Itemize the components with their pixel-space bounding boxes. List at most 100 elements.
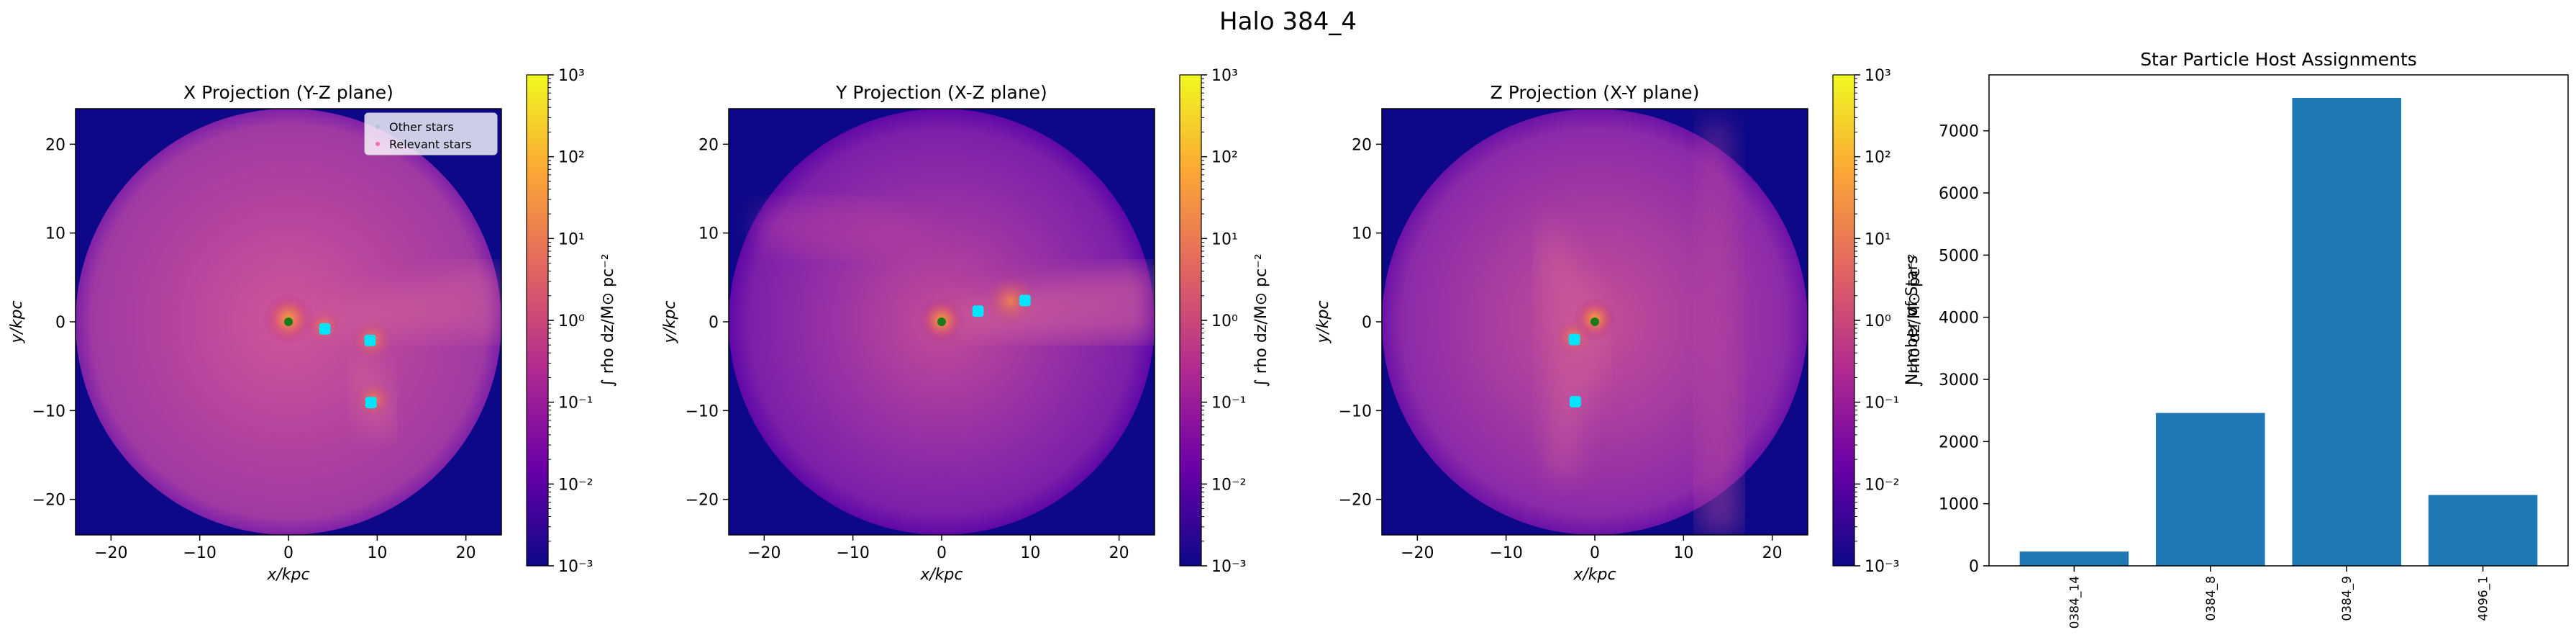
colorbar-label: ∫ rho dz/M⊙ pc⁻² bbox=[599, 253, 617, 387]
x-tick-label: 4096_1 bbox=[2477, 576, 2491, 621]
x-tick-label: 10 bbox=[367, 544, 387, 562]
y-axis-label: y/kpc bbox=[8, 300, 26, 343]
density-map bbox=[729, 109, 1155, 535]
y-tick-label: 4000 bbox=[1939, 310, 1979, 328]
star-particle bbox=[324, 328, 331, 335]
x-axis-label: x/kpc bbox=[266, 566, 309, 584]
y-tick-label: 0 bbox=[55, 314, 65, 332]
x-tick-label: 0 bbox=[937, 544, 947, 562]
y-tick-label: 1000 bbox=[1939, 496, 1979, 514]
colorbar-tick-label: 10¹ bbox=[1865, 230, 1891, 248]
legend-entry: Relevant stars bbox=[389, 138, 472, 151]
star-particle bbox=[1575, 396, 1581, 402]
halo-center-marker bbox=[937, 317, 946, 326]
colorbar-tick-label: 10³ bbox=[1211, 67, 1238, 85]
y-tick-label: 3000 bbox=[1939, 371, 1979, 389]
heatmap-axes-0: −20 −10 0 10 20 −20 −10 0 10 20 x/kpc y/kpc 10³ 10² 10… bbox=[8, 67, 617, 584]
colorbar-tick-label: 10⁰ bbox=[1865, 312, 1891, 330]
y-tick-label: 20 bbox=[45, 136, 65, 154]
x-tick-label: 0384_8 bbox=[2204, 576, 2218, 621]
bar-0384_8 bbox=[2156, 413, 2265, 566]
colorbar-tick-label: 10⁻³ bbox=[1865, 558, 1899, 576]
panel-title-host-assignments: Star Particle Host Assignments bbox=[2140, 49, 2417, 70]
y-tick-label: 10 bbox=[1352, 225, 1372, 243]
x-tick-label: −10 bbox=[836, 544, 869, 562]
legend-box bbox=[364, 112, 498, 156]
x-tick-label: 20 bbox=[456, 544, 476, 562]
y-tick-label: −20 bbox=[686, 492, 719, 510]
star-particle bbox=[1574, 339, 1580, 346]
legend: Other stars Relevant stars bbox=[364, 112, 498, 156]
y-tick-label: 20 bbox=[1352, 136, 1372, 154]
bar-0384_14 bbox=[2019, 551, 2129, 566]
star-particle bbox=[324, 323, 331, 329]
star-particle bbox=[370, 340, 376, 346]
panel-title-x-projection: X Projection (Y-Z plane) bbox=[183, 82, 393, 103]
colorbar-tick-label: 10⁻¹ bbox=[558, 395, 593, 413]
star-particle bbox=[370, 402, 377, 409]
x-tick-label: 20 bbox=[1109, 544, 1129, 562]
x-tick-label: −10 bbox=[1489, 544, 1522, 562]
y-tick-label: −10 bbox=[1339, 402, 1372, 420]
star-particle bbox=[1574, 333, 1580, 340]
y-axis-label: y/kpc bbox=[661, 300, 679, 343]
colorbar-tick-label: 10⁻² bbox=[1865, 476, 1899, 494]
x-tick-label: 0 bbox=[1590, 544, 1600, 562]
colorbar bbox=[526, 74, 549, 567]
star-particle bbox=[978, 305, 984, 312]
x-tick-label: −20 bbox=[94, 544, 127, 562]
panel-z-projection bbox=[1382, 109, 1808, 535]
colorbar-tick-label: 10³ bbox=[558, 67, 585, 85]
star-particle bbox=[1575, 402, 1581, 407]
colorbar-tick-label: 10² bbox=[1865, 149, 1891, 167]
y-tick-label: 6000 bbox=[1939, 185, 1979, 203]
figure-suptitle: Halo 384_4 bbox=[1219, 7, 1357, 36]
colorbar-tick-label: 10⁰ bbox=[558, 312, 585, 330]
y-tick-label: −20 bbox=[32, 492, 65, 510]
y-tick-label: 20 bbox=[698, 136, 719, 154]
halo-center-marker bbox=[284, 317, 293, 326]
star-particle bbox=[1024, 294, 1031, 301]
heatmap-axes-1: −20 −10 0 10 20 −20 −10 0 10 20 x/kpc y/kpc 10³ 10² 10… bbox=[661, 67, 1270, 584]
y-tick-label: 2000 bbox=[1939, 433, 1979, 451]
colorbar-tick-label: 10⁻¹ bbox=[1865, 395, 1899, 413]
x-tick-label: 0384_14 bbox=[2067, 576, 2082, 628]
x-tick-label: 0 bbox=[283, 544, 293, 562]
density-map bbox=[76, 109, 501, 535]
bar-4096_1 bbox=[2428, 495, 2538, 566]
bar-0384_9 bbox=[2292, 97, 2401, 566]
y-tick-label: −20 bbox=[1339, 492, 1372, 510]
x-tick-label: −10 bbox=[183, 544, 216, 562]
axes-frame bbox=[1988, 74, 2569, 567]
bar-chart-axes: 0384_14 0384_8 0384_9 4096_1 0 1000 2000 3000 40… bbox=[1903, 74, 2569, 628]
panel-title-z-projection: Z Projection (X-Y plane) bbox=[1490, 82, 1700, 103]
y-tick-label: 0 bbox=[1362, 314, 1372, 332]
colorbar-tick-label: 10² bbox=[1211, 149, 1238, 167]
colorbar-tick-label: 10¹ bbox=[1211, 230, 1238, 248]
colorbar bbox=[1832, 74, 1855, 567]
star-particle bbox=[1024, 300, 1031, 307]
colorbar-tick-label: 10⁻¹ bbox=[1211, 395, 1246, 413]
y-tick-label: 7000 bbox=[1939, 123, 1979, 141]
colorbar-tick-label: 10⁻³ bbox=[558, 558, 593, 576]
x-tick-label: 10 bbox=[1020, 544, 1040, 562]
x-tick-label: −20 bbox=[747, 544, 780, 562]
legend-marker bbox=[376, 125, 380, 129]
y-tick-label: 10 bbox=[45, 225, 65, 243]
x-axis-label: x/kpc bbox=[919, 566, 962, 584]
panel-y-projection bbox=[729, 109, 1155, 535]
star-particle bbox=[370, 334, 376, 341]
colorbar-label: ∫ rho dz/M⊙ pc⁻² bbox=[1252, 253, 1270, 387]
colorbar-tick-label: 10² bbox=[558, 149, 585, 167]
x-axis-label: x/kpc bbox=[1573, 566, 1616, 584]
colorbar-tick-label: 10⁰ bbox=[1211, 312, 1238, 330]
density-map bbox=[1382, 109, 1808, 535]
legend-entry: Other stars bbox=[389, 120, 454, 134]
colorbar-tick-label: 10⁻³ bbox=[1211, 558, 1246, 576]
colorbar-label: ∫ rho dz/M⊙ pc⁻² bbox=[1906, 253, 1924, 387]
star-particle bbox=[978, 311, 984, 317]
y-tick-label: 5000 bbox=[1939, 247, 1979, 265]
y-tick-label: 0 bbox=[1969, 558, 1979, 576]
legend-marker bbox=[376, 142, 380, 146]
